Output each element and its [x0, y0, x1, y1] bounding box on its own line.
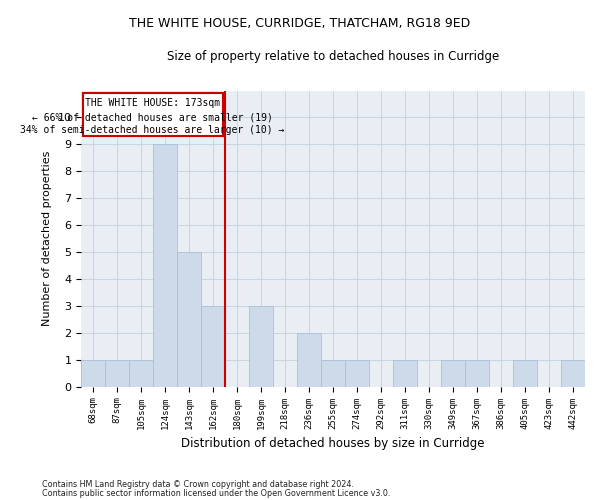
- Bar: [297, 333, 321, 386]
- Text: ← 66% of detached houses are smaller (19): ← 66% of detached houses are smaller (19…: [32, 112, 273, 122]
- Bar: [393, 360, 417, 386]
- Bar: [561, 360, 585, 386]
- Title: Size of property relative to detached houses in Curridge: Size of property relative to detached ho…: [167, 50, 499, 63]
- Bar: [177, 252, 201, 386]
- Text: Contains public sector information licensed under the Open Government Licence v3: Contains public sector information licen…: [42, 489, 391, 498]
- Bar: [321, 360, 345, 386]
- Y-axis label: Number of detached properties: Number of detached properties: [42, 151, 52, 326]
- FancyBboxPatch shape: [83, 93, 223, 136]
- Bar: [82, 360, 105, 386]
- Text: 34% of semi-detached houses are larger (10) →: 34% of semi-detached houses are larger (…: [20, 125, 285, 135]
- Bar: [249, 306, 273, 386]
- X-axis label: Distribution of detached houses by size in Curridge: Distribution of detached houses by size …: [181, 437, 485, 450]
- Text: Contains HM Land Registry data © Crown copyright and database right 2024.: Contains HM Land Registry data © Crown c…: [42, 480, 354, 489]
- Bar: [105, 360, 129, 386]
- Bar: [441, 360, 465, 386]
- Text: THE WHITE HOUSE: 173sqm: THE WHITE HOUSE: 173sqm: [85, 98, 220, 108]
- Bar: [201, 306, 225, 386]
- Text: THE WHITE HOUSE, CURRIDGE, THATCHAM, RG18 9ED: THE WHITE HOUSE, CURRIDGE, THATCHAM, RG1…: [130, 18, 470, 30]
- Bar: [345, 360, 369, 386]
- Bar: [513, 360, 537, 386]
- Bar: [153, 144, 177, 386]
- Bar: [465, 360, 489, 386]
- Bar: [129, 360, 153, 386]
